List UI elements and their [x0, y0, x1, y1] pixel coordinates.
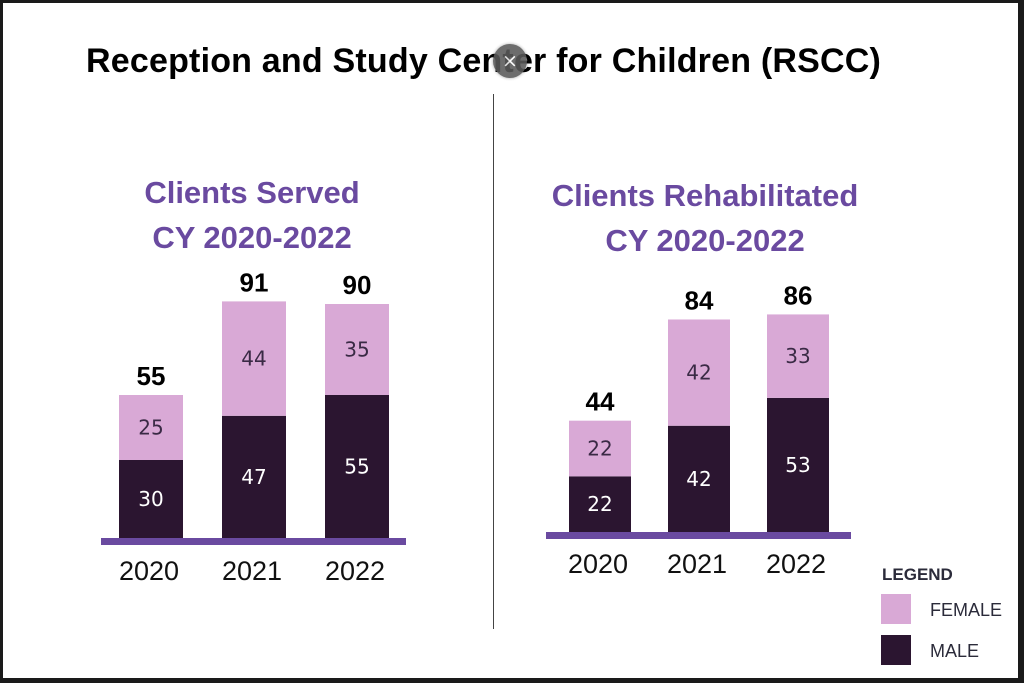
chart1-bar-female-2020 [119, 395, 183, 460]
chart1-label-male-2022: 55 [344, 455, 369, 479]
chart2-label-female-2020: 22 [587, 437, 612, 461]
chart1-bar-female-2021 [222, 301, 286, 416]
chart1-label-male-2021: 47 [241, 465, 266, 489]
chart2-year-2020: 2020 [568, 549, 628, 579]
legend-label-female: FEMALE [930, 600, 1003, 620]
chart2-label-male-2021: 42 [686, 467, 711, 491]
chart2-bar-female-2021 [668, 319, 730, 426]
chart2-bar-male-2022 [767, 397, 829, 532]
legend-swatch-male [881, 635, 911, 665]
close-button[interactable]: × [493, 44, 527, 78]
chart1-title-line-2: CY 2020-2022 [152, 220, 351, 255]
chart2-label-female-2022: 33 [785, 344, 810, 368]
legend-label-male: MALE [930, 641, 980, 661]
chart2-year-2022: 2022 [766, 549, 826, 579]
chart1-year-2022: 2022 [325, 556, 385, 586]
chart2-bar-female-2020 [569, 420, 631, 477]
chart1-year-2020: 2020 [119, 556, 179, 586]
chart2-label-male-2022: 53 [785, 453, 810, 477]
chart2-bar-male-2020 [569, 476, 631, 532]
chart1-bar-male-2022 [325, 395, 389, 538]
page-title: Reception and Study Center for Children … [86, 42, 882, 80]
chart1-total-2021: 91 [240, 267, 269, 297]
close-icon: × [502, 50, 518, 72]
chart2-title-line-2: CY 2020-2022 [605, 223, 804, 258]
legend-swatch-female [881, 594, 911, 624]
chart1-bar-male-2020 [119, 460, 183, 538]
chart2-label-male-2020: 22 [587, 492, 612, 516]
chart2-label-female-2021: 42 [686, 361, 711, 385]
chart1-label-male-2020: 30 [138, 487, 163, 511]
chart1-year-2021: 2021 [222, 556, 282, 586]
chart2-baseline [546, 532, 851, 539]
slide [3, 3, 1018, 678]
chart2-bar-male-2021 [668, 425, 730, 532]
chart2-total-2022: 86 [784, 280, 813, 310]
chart1-label-female-2021: 44 [241, 347, 266, 371]
chart2-title-line-1: Clients Rehabilitated [552, 178, 859, 213]
chart1-bar-female-2022 [325, 304, 389, 395]
chart-divider [493, 94, 494, 629]
chart1-label-female-2020: 25 [138, 416, 163, 440]
chart1-bar-male-2021 [222, 415, 286, 538]
chart2-total-2021: 84 [685, 285, 714, 315]
legend-title: LEGEND [882, 565, 953, 584]
chart1-baseline [101, 538, 406, 545]
chart2-year-2021: 2021 [667, 549, 727, 579]
chart1-label-female-2022: 35 [344, 338, 369, 362]
chart1-total-2022: 90 [343, 270, 372, 300]
chart1-total-2020: 55 [137, 361, 166, 391]
chart2-bar-female-2022 [767, 314, 829, 398]
chart2-total-2020: 44 [586, 387, 615, 417]
chart1-title-line-1: Clients Served [144, 175, 359, 210]
